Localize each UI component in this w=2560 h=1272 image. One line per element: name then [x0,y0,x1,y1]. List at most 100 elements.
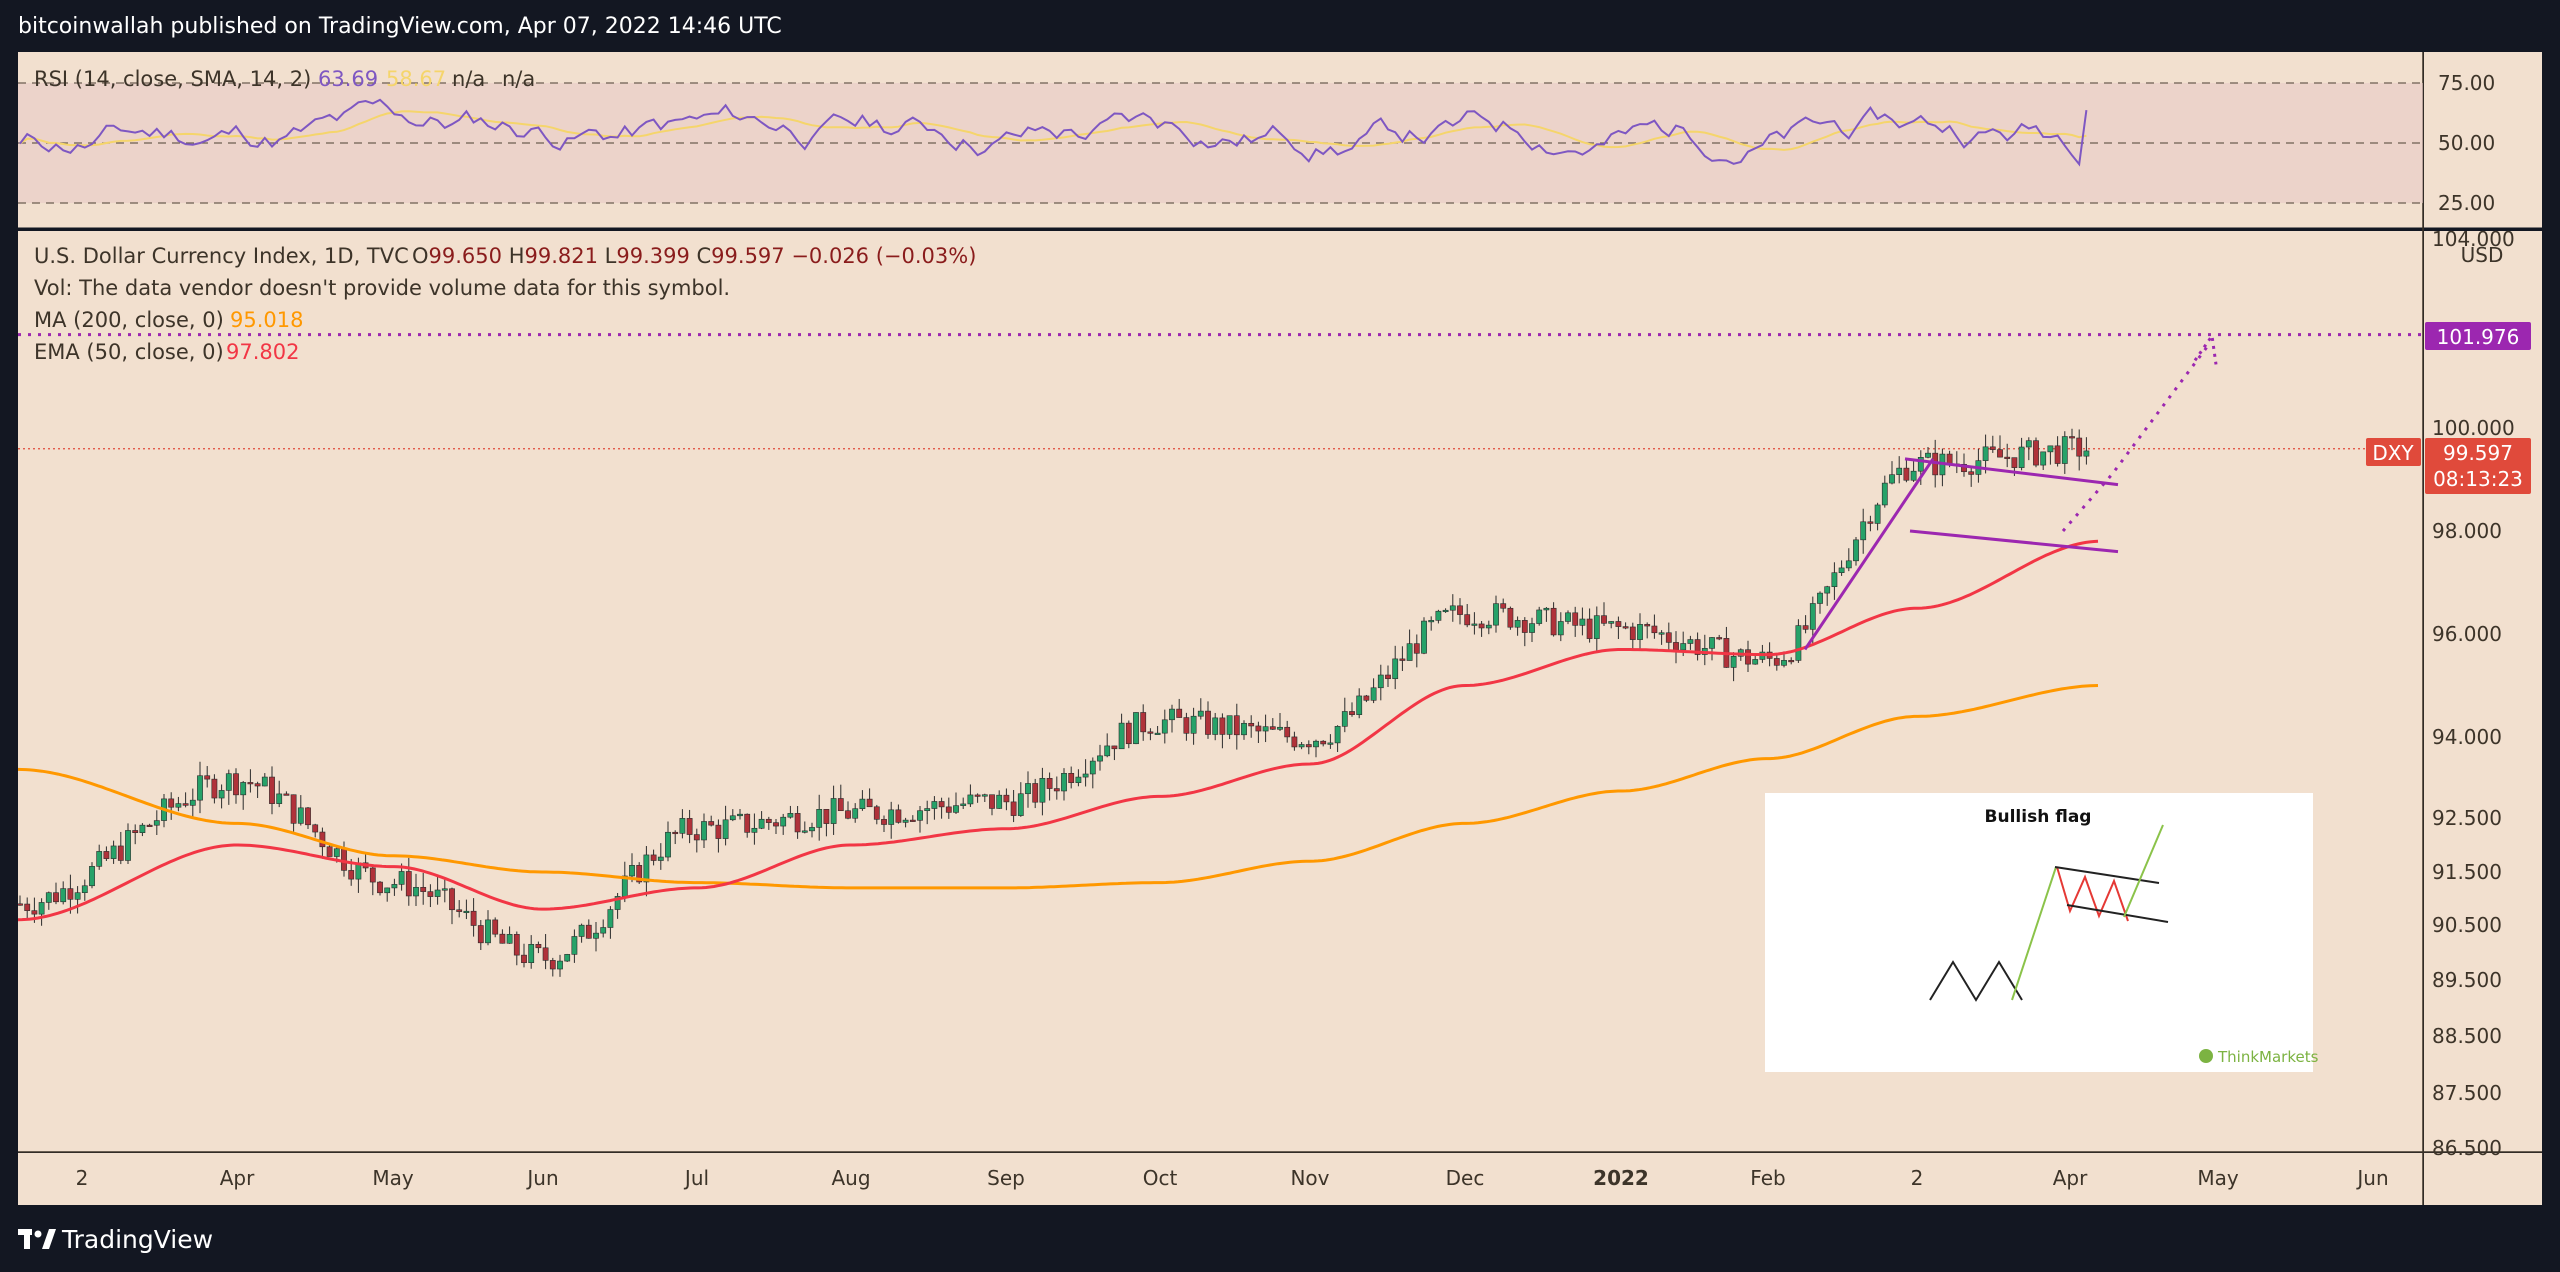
candle-body [1673,642,1679,651]
candle-body [1514,620,1521,628]
candle-body [657,856,664,861]
candle-body [1781,660,1787,666]
rsi-tick-label: 25.00 [2438,191,2495,215]
candle-body [974,794,981,797]
candle-body [1291,736,1298,748]
candle-body [1557,621,1564,636]
candle-body [1385,674,1391,680]
time-tick-label: May [372,1166,414,1190]
candle-body [1860,521,1867,541]
candle-body [1104,745,1111,757]
candle-body [1125,722,1132,745]
candle-body [715,824,722,839]
candle-body [1946,453,1953,465]
candle-body [578,924,585,937]
candle-body [1529,623,1535,633]
candle-body [1248,722,1255,727]
tradingview-logo-text[interactable]: TradingView [62,1225,214,1254]
symbol-badge-text: DXY [2372,441,2414,465]
candle-body [506,934,513,944]
candle-body [391,884,398,889]
candle-body [1493,603,1499,626]
candle-body [708,821,715,826]
candle-body [369,867,376,883]
candle-body [765,818,772,823]
candle-body [398,871,405,885]
candle-body [1637,624,1643,640]
candle-body [1845,560,1852,569]
candle-body [1730,656,1737,668]
candle-body [549,960,556,970]
price-tick-label: 94.000 [2432,725,2502,749]
rsi-legend[interactable]: RSI (14, close, SMA, 14, 2) 63.69 58.67 … [34,67,535,91]
candle-body [175,803,182,808]
candle-body [614,896,621,910]
candle-body [125,830,131,861]
candle-body [305,807,311,826]
candle-body [2083,450,2090,457]
tradingview-logo-icon[interactable] [18,1227,56,1251]
candle-body [1305,744,1312,748]
ohlc-values: O99.650 H99.821 L99.399 C99.597 −0.026 (… [412,244,976,268]
price-axis[interactable]: 104.000 100.000 98.000 96.000 94.000 92.500 91… [2432,227,2515,1160]
candle-body [1889,474,1895,484]
candle-body [240,782,247,796]
inset-zigzag [1929,960,2023,1002]
rsi-tick-label: 50.00 [2438,131,2495,155]
candle-body [535,944,542,949]
candle-body [1133,712,1139,745]
candle-body [1190,715,1197,734]
candle-body [1536,609,1543,624]
candle-body [607,909,614,928]
candle-body [837,798,844,812]
inset-flag-top [2054,866,2160,884]
candle-body [1413,643,1420,654]
candle-body [924,808,931,811]
candle-body [1140,712,1147,733]
candle-body [1197,710,1204,717]
candle-body [117,845,124,861]
candle-body [989,794,995,809]
candle-body [1896,467,1903,475]
candle-body [888,809,895,825]
candle-body [1608,621,1615,624]
candle-body [823,809,830,824]
candle-body [1226,715,1233,735]
candle-body [1039,778,1046,803]
candle-body [1485,624,1492,629]
candle-body [1212,717,1219,735]
candle-body [1147,731,1154,734]
time-tick-label: 2 [76,1166,89,1190]
main-plot[interactable] [17,331,2423,977]
time-axis-bg [18,1153,2423,1205]
rsi-axis[interactable]: 75.00 50.00 25.00 [2438,71,2495,215]
candle-body [499,933,506,944]
candle-body [2011,457,2018,468]
candle-body [816,809,823,828]
candle-body [1752,659,1759,665]
candle-body [434,889,441,897]
candle-body [1802,625,1809,630]
candle-body [1277,726,1283,730]
candle-body [1464,614,1471,626]
time-axis[interactable]: 2 Apr May Jun Jul Aug Sep Oct Nov Dec 2022 Feb 2 Apr M… [76,1166,2389,1190]
last-price-badge [2425,438,2531,494]
candle-body [895,809,902,823]
candle-body [794,813,801,833]
candle-body [585,924,592,939]
inset-breakout [2123,824,2164,918]
main-legend[interactable]: U.S. Dollar Currency Index, 1D, TVC O99.… [34,244,976,364]
candle-body [1349,711,1355,715]
candle-body [873,806,880,820]
candle-body [1838,567,1845,574]
price-tick-label: 91.500 [2432,860,2502,884]
candle-body [981,794,988,797]
candle-body [1183,717,1190,734]
ohlc-value-l: 99.399 [616,244,689,268]
candle-body [2025,440,2032,448]
ohlc-value-c: 99.597 [711,244,784,268]
rsi-panel[interactable] [18,82,2423,204]
candle-body [542,947,549,961]
candle-body [859,798,866,810]
